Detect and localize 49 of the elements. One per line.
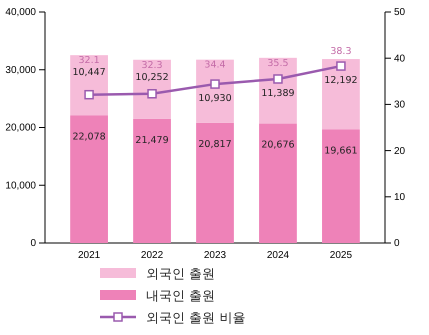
x-tick-label: 2022	[140, 250, 164, 262]
data-label: 12,192	[324, 75, 358, 86]
bar	[196, 60, 234, 123]
y-tick-label: 40,000	[5, 7, 36, 18]
bar	[259, 58, 297, 124]
point	[84, 90, 94, 100]
data-label: 35.5	[267, 58, 289, 69]
y2-tick-label: 30	[394, 100, 406, 111]
y-tick-label: 30,000	[5, 64, 36, 76]
data-label: 20,676	[261, 140, 295, 151]
bar	[196, 122, 234, 243]
point	[336, 61, 346, 71]
data-label: 10,447	[72, 67, 106, 78]
data-label: 32.1	[78, 55, 100, 66]
y2-tick-label: 20	[394, 146, 406, 157]
bar	[259, 124, 297, 243]
legend-label: 외국인 출원	[146, 267, 216, 282]
bar	[70, 55, 108, 116]
bar	[322, 59, 360, 130]
data-label: 10,252	[135, 72, 169, 83]
x-tick-label: 2025	[330, 250, 352, 262]
data-label: 19,661	[324, 145, 358, 156]
point	[147, 89, 157, 99]
y2-tick-label: 50	[394, 7, 406, 18]
y2-tick-label: 40	[394, 53, 406, 64]
legend-label: 내국인 출원	[146, 289, 216, 304]
data-label: 21,479	[135, 134, 169, 146]
y-tick-label: 20,000	[5, 122, 36, 134]
point	[210, 79, 220, 89]
legend-label: 외국인 출원 비율	[146, 311, 246, 326]
data-label: 20,817	[198, 138, 232, 150]
data-label: 10,930	[198, 93, 232, 104]
data-label: 34.4	[204, 60, 226, 71]
bar	[133, 60, 171, 119]
y-tick-label: 10,000	[5, 180, 36, 192]
data-label: 22,078	[72, 132, 106, 142]
bar	[70, 116, 108, 243]
x-tick-label: 2024	[266, 250, 290, 262]
x-tick-label: 2023	[204, 250, 227, 262]
data-label: 32.3	[141, 60, 163, 71]
data-label: 11,389	[261, 88, 295, 99]
y2-tick-label: 0	[394, 238, 400, 250]
data-label: 38.3	[330, 46, 352, 58]
x-tick-label: 2021	[78, 250, 101, 262]
y-tick-label: 0	[30, 238, 36, 250]
bar	[133, 118, 171, 243]
point	[273, 74, 283, 84]
y2-tick-label: 10	[394, 192, 406, 203]
bar	[322, 129, 360, 243]
